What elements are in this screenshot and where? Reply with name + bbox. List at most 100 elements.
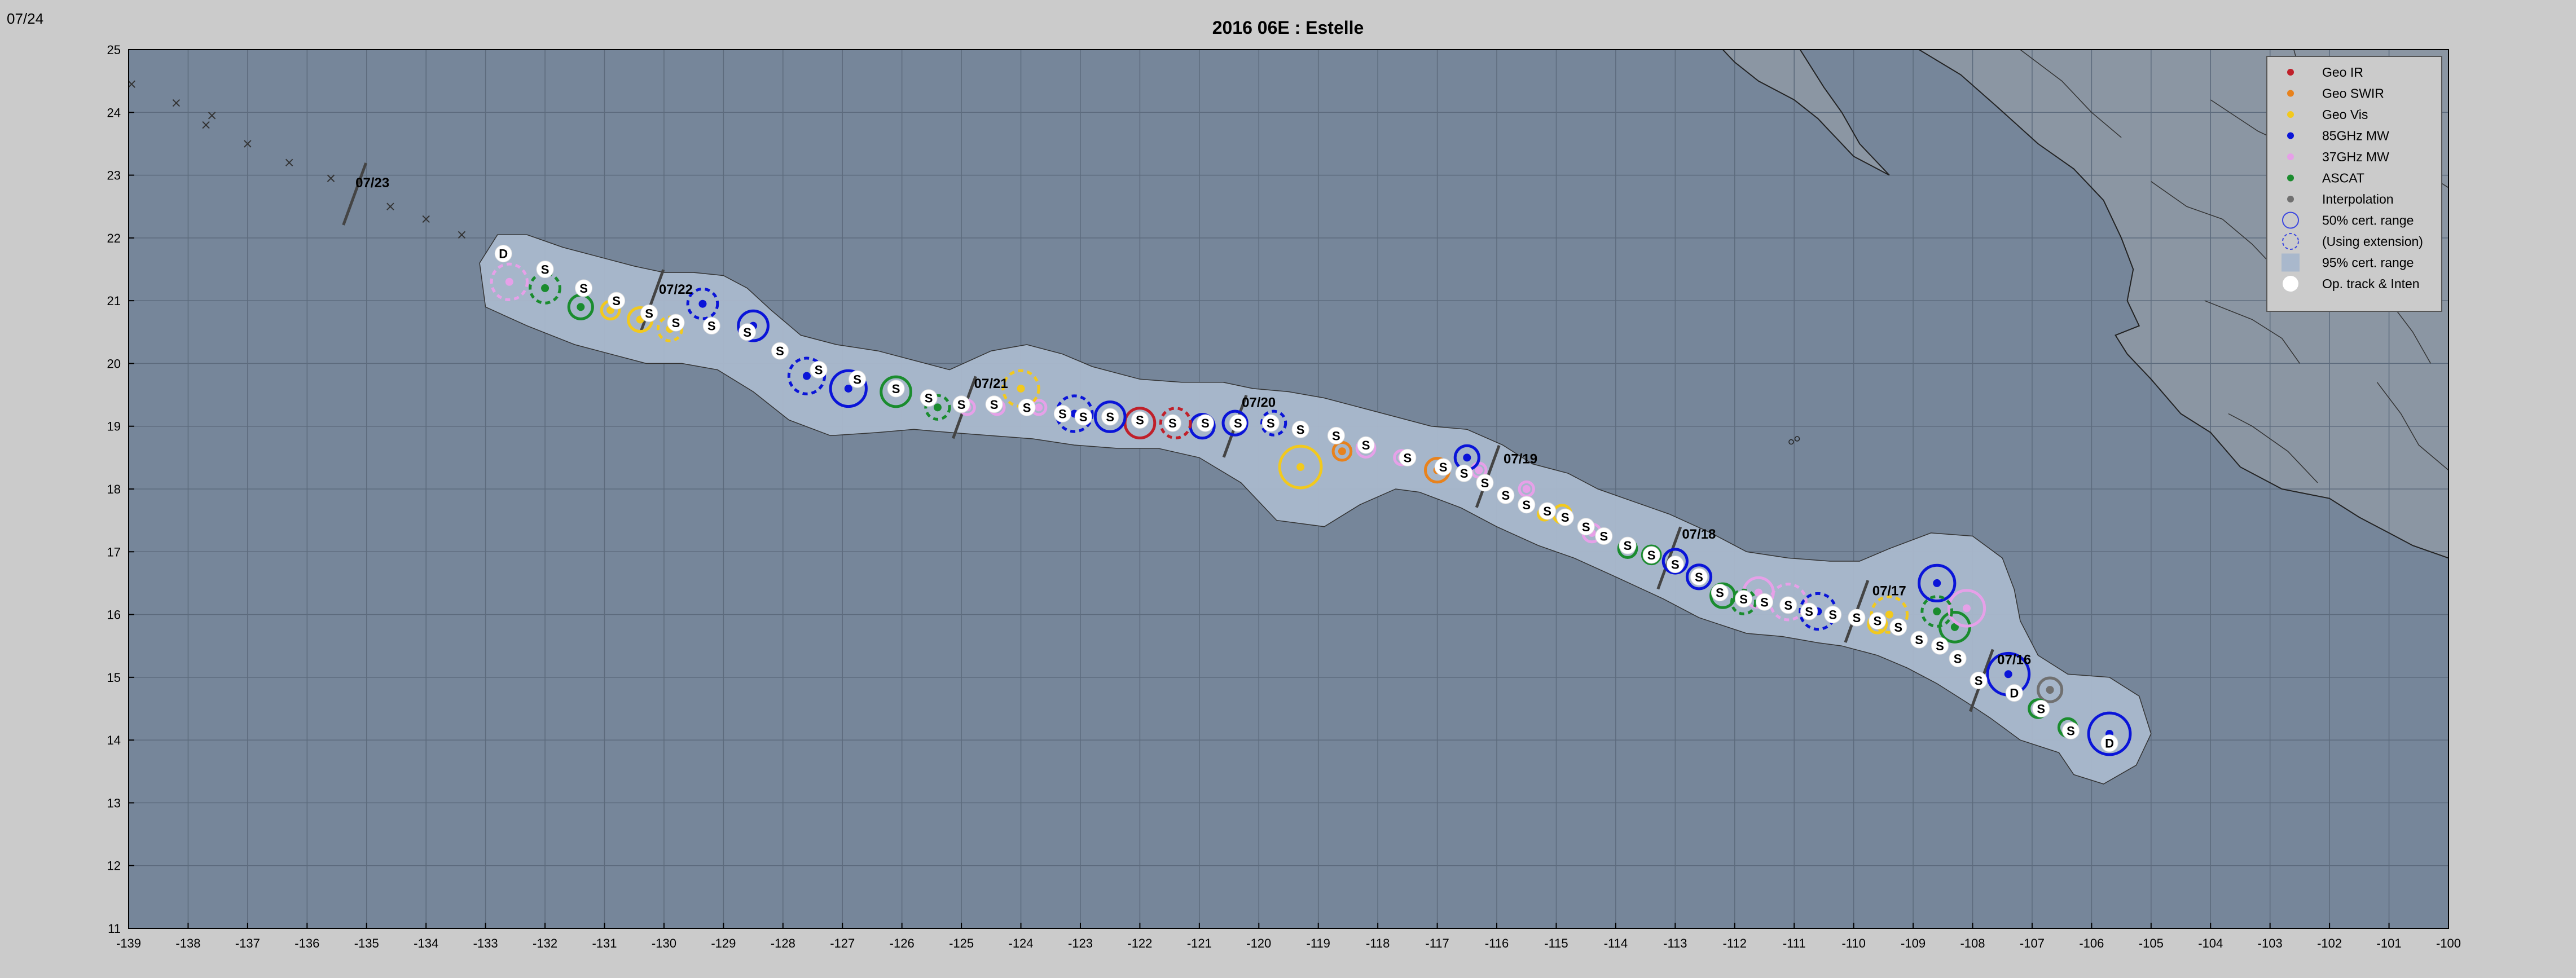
x-tick-label: -100	[2436, 936, 2461, 950]
fix-point-mw85	[698, 299, 707, 308]
op-track-point	[640, 304, 658, 322]
op-track-point	[1800, 602, 1818, 620]
op-track-intensity-label: S	[1460, 466, 1469, 481]
x-tick-label: -127	[830, 936, 855, 950]
x-tick-label: -109	[1901, 936, 1926, 950]
op-track-point	[1970, 671, 1988, 689]
op-track-intensity-label: S	[1561, 510, 1570, 525]
op-track-intensity-label: S	[1332, 429, 1340, 443]
legend-label: 50% cert. range	[2322, 213, 2414, 228]
op-track-point	[1779, 596, 1797, 614]
op-track-intensity-label: S	[1106, 410, 1114, 424]
date-label: 07/17	[1872, 583, 1906, 598]
x-tick-label: -135	[354, 936, 379, 950]
date-tick-bar	[639, 269, 665, 332]
op-track-point	[1053, 404, 1071, 422]
op-track-intensity-label: S	[1439, 460, 1448, 474]
x-tick-label: -132	[533, 936, 557, 950]
track-x-mark	[208, 112, 216, 120]
op-track-point	[1735, 590, 1753, 608]
x-tick-label: -124	[1009, 936, 1034, 950]
legend-label: Interpolation	[2322, 192, 2394, 206]
track-x-mark	[458, 231, 466, 239]
legend: Geo IR Geo SWIR Geo Vis 85GHz MW 37GHz MW ASC…	[2266, 56, 2442, 312]
fix-range-ring-mw85	[829, 369, 868, 408]
op-track-intensity-label: S	[1647, 548, 1656, 562]
fix-range-ring-mw85	[737, 309, 770, 342]
date-label: 07/20	[1242, 395, 1276, 410]
legend-label: Op. track & Inten	[2322, 276, 2420, 291]
y-tick-label: 15	[107, 671, 121, 685]
op-track-point	[536, 261, 554, 278]
fix-point-geo_vis	[1296, 463, 1305, 472]
op-track-intensity-label: S	[1716, 586, 1724, 600]
fix-point-geo_swir	[1338, 447, 1346, 456]
op-track-intensity-label: S	[853, 372, 861, 386]
track-x-mark	[202, 121, 210, 129]
fix-range-ring-mw85	[1918, 563, 1957, 603]
op-track-intensity-label: S	[1543, 504, 1551, 518]
op-track-intensity-label: S	[1915, 633, 1923, 647]
op-track-point	[985, 395, 1003, 413]
state-border	[2204, 300, 2301, 364]
fix-range-ring-geo_swir	[1331, 440, 1353, 462]
x-tick-label: -116	[1485, 936, 1509, 950]
op-track-intensity-label: S	[1404, 451, 1412, 465]
fix-range-ring-geo_ir	[1159, 407, 1192, 440]
x-tick-label: -139	[116, 936, 141, 950]
fix-range-ring-ascat	[1709, 582, 1737, 609]
fix-point-mw85	[2004, 670, 2012, 679]
x-tick-label: -120	[1246, 936, 1271, 950]
corner-date: 07/24	[7, 10, 43, 27]
op-track-point	[608, 292, 626, 310]
op-track-intensity-label: S	[1954, 651, 1962, 666]
op-track-point	[1018, 398, 1036, 416]
op-track-intensity-label: S	[1784, 598, 1792, 613]
track-x-mark	[129, 80, 135, 88]
x-tick-label: -114	[1604, 936, 1628, 950]
op-track-intensity-label: S	[892, 382, 900, 396]
op-track-intensity-label: S	[1828, 608, 1837, 622]
op-track-intensity-label: S	[925, 391, 933, 406]
op-track-point	[1931, 637, 1949, 655]
y-tick-label: 23	[107, 169, 121, 183]
legend-label: 95% cert. range	[2322, 255, 2414, 270]
x-tick-label: -112	[1723, 936, 1747, 950]
op-track-intensity-label: S	[1695, 570, 1703, 584]
track-x-mark	[244, 140, 252, 148]
x-tick-label: -126	[890, 936, 915, 950]
op-track-intensity-label: S	[645, 306, 653, 320]
fix-point-ascat	[1933, 607, 1941, 616]
legend-symbol-dot	[2287, 90, 2294, 97]
fix-point-mw37	[1035, 403, 1043, 412]
op-track-intensity-label: S	[1853, 611, 1861, 625]
op-track-intensity-label: S	[1936, 639, 1944, 653]
x-tick-label: -136	[294, 936, 319, 950]
op-track-intensity-label: S	[1201, 416, 1210, 430]
fix-point-interp	[2046, 686, 2054, 694]
op-track-intensity-label: S	[1267, 416, 1275, 430]
legend-symbol-dot	[2287, 111, 2294, 118]
island	[1788, 439, 1794, 445]
y-axis: 11 12 13 14 15 16 17 18 19 20 21 22 23 24 25	[107, 43, 134, 936]
state-border	[2228, 413, 2318, 483]
x-tick-label: -119	[1307, 936, 1330, 950]
fix-point-mw85	[802, 372, 811, 380]
op-track-point	[1196, 414, 1214, 432]
y-tick-label: 12	[107, 859, 121, 873]
op-track-intensity-label: S	[1582, 520, 1590, 534]
fix-point-mw85	[1933, 579, 1941, 587]
op-track-point	[1229, 414, 1247, 432]
date-tick-bar	[342, 162, 368, 226]
op-track-intensity-label: S	[1168, 416, 1177, 430]
op-track-intensity-label: S	[1975, 673, 1983, 688]
op-track-intensity-label: S	[990, 398, 999, 412]
state-border	[2151, 181, 2276, 270]
op-track-intensity-label: S	[1079, 410, 1088, 424]
op-track-point	[702, 317, 720, 335]
baja-peninsula	[1722, 50, 1889, 175]
island	[1794, 436, 1800, 442]
op-track-intensity-label: S	[612, 294, 621, 308]
y-tick-label: 16	[107, 608, 121, 622]
